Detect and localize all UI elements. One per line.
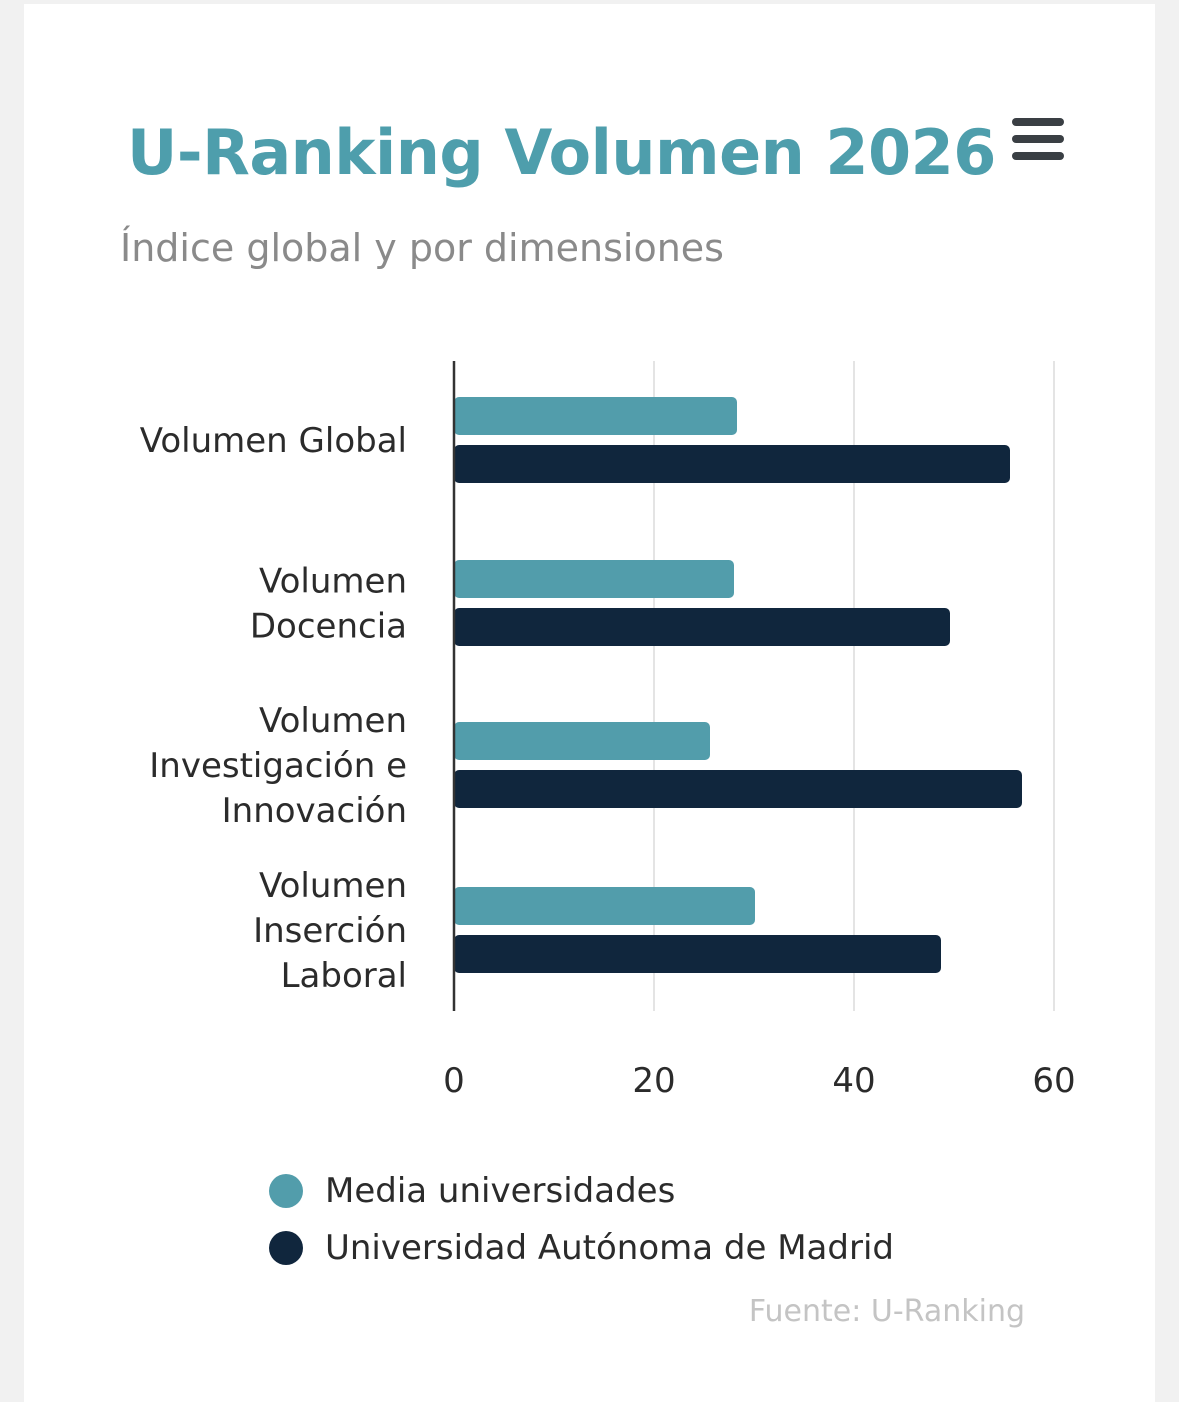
hamburger-menu-icon[interactable] <box>1010 116 1066 162</box>
bar-uam-1[interactable] <box>454 608 950 646</box>
chart-subtitle: Índice global y por dimensiones <box>120 226 724 270</box>
legend-marker-uam <box>269 1231 303 1265</box>
category-label-3-line-2: Laboral <box>281 956 407 996</box>
x-tick-label-60: 60 <box>1032 1061 1075 1101</box>
bar-uam-2[interactable] <box>454 770 1022 808</box>
legend-label-media: Media universidades <box>325 1171 676 1211</box>
category-label-3-line-0: Volumen <box>259 866 407 906</box>
source-credit: Fuente: U-Ranking <box>748 1294 1025 1329</box>
x-tick-label-0: 0 <box>443 1061 465 1101</box>
bar-media-3[interactable] <box>454 887 755 925</box>
legend-label-uam: Universidad Autónoma de Madrid <box>325 1228 894 1268</box>
category-label-1-line-0: Volumen <box>259 562 407 602</box>
category-labels: Volumen Global Volumen Docencia Volumen Inve… <box>140 421 407 996</box>
bar-media-2[interactable] <box>454 722 710 760</box>
x-tick-label-20: 20 <box>632 1061 675 1101</box>
category-label-1-line-1: Docencia <box>250 607 407 647</box>
category-label-3-line-1: Inserción <box>253 911 407 951</box>
x-tick-label-40: 40 <box>832 1061 875 1101</box>
category-label-2-line-2: Innovación <box>222 791 407 831</box>
category-label-2-line-1: Investigación e <box>149 746 407 786</box>
legend-marker-media <box>269 1174 303 1208</box>
x-tick-labels: 0 20 40 60 <box>443 1061 1075 1101</box>
bars <box>454 397 1022 973</box>
bar-uam-3[interactable] <box>454 935 941 973</box>
bar-chart: Volumen Global Volumen Docencia Volumen Inve… <box>140 361 1076 1101</box>
bar-media-1[interactable] <box>454 560 734 598</box>
category-label-2-line-0: Volumen <box>259 701 407 741</box>
category-label-0-line-0: Volumen Global <box>140 421 407 461</box>
chart-card: U-Ranking Volumen 2026 Índice global y p… <box>24 4 1155 1402</box>
chart-title: U-Ranking Volumen 2026 <box>127 116 996 189</box>
bar-uam-0[interactable] <box>454 445 1010 483</box>
legend-item-media[interactable]: Media universidades <box>269 1167 675 1215</box>
legend-item-uam[interactable]: Universidad Autónoma de Madrid <box>269 1224 894 1272</box>
bar-media-0[interactable] <box>454 397 737 435</box>
